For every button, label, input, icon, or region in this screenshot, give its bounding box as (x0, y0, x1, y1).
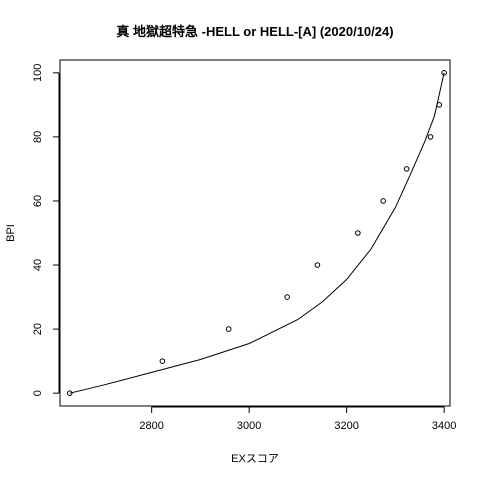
chart-title: 真 地獄超特急 -HELL or HELL-[A] (2020/10/24) (116, 24, 393, 39)
data-point (427, 134, 434, 140)
x-axis: 2800 3000 3200 3400 (139, 406, 456, 432)
data-point (380, 198, 387, 204)
plot-frame (59, 59, 451, 407)
data-point (403, 166, 410, 172)
y-tick-label: 0 (32, 390, 44, 396)
y-tick-label: 100 (32, 64, 44, 82)
y-tick-label: 80 (32, 131, 44, 143)
fit-curve (69, 72, 445, 394)
x-tick-label: 3200 (334, 420, 358, 432)
data-point (436, 102, 443, 108)
x-tick-label: 3000 (237, 420, 261, 432)
y-axis-label: BPI (5, 224, 17, 242)
y-tick-label: 40 (32, 259, 44, 271)
data-point (66, 390, 73, 396)
data-point (284, 294, 290, 300)
x-axis-label: EXスコア (231, 453, 279, 465)
y-axis: 0 20 40 60 80 100 (32, 64, 60, 396)
y-tick-label: 60 (32, 195, 44, 207)
data-point (355, 230, 361, 236)
data-point (314, 262, 321, 268)
data-point (225, 326, 232, 332)
x-tick-label: 2800 (139, 420, 163, 432)
x-tick-label: 3400 (432, 420, 456, 432)
y-tick-label: 20 (32, 323, 44, 335)
data-point (159, 358, 166, 364)
data-point (441, 70, 447, 76)
data-layer (66, 70, 447, 396)
